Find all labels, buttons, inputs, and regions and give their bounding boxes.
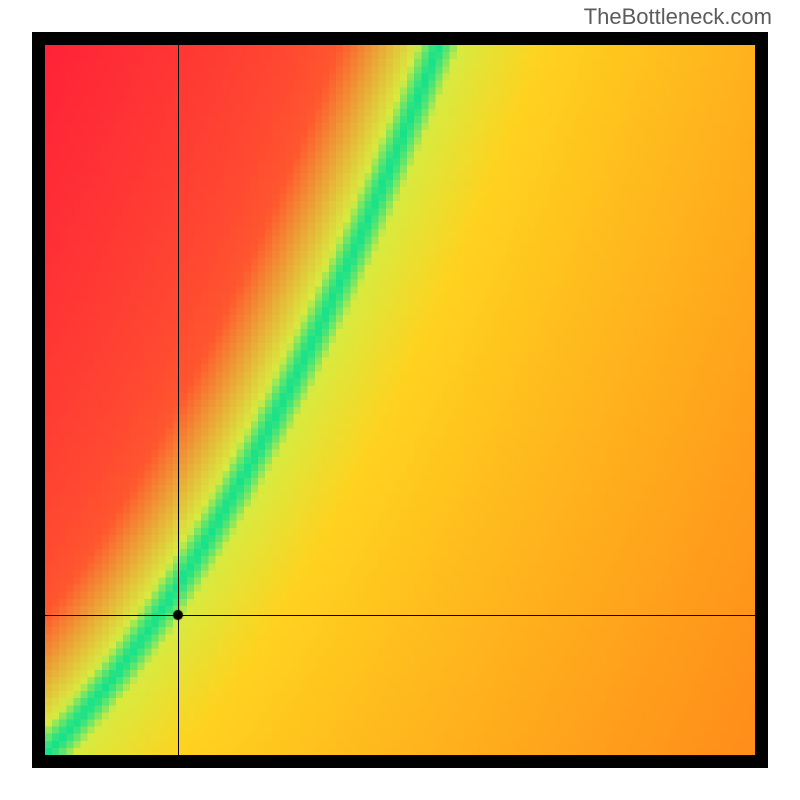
crosshair-horizontal <box>45 615 755 616</box>
crosshair-vertical <box>178 45 179 755</box>
bottleneck-heatmap <box>45 45 755 755</box>
crosshair-dot <box>172 609 184 621</box>
plot-black-frame <box>32 32 768 768</box>
watermark-text: TheBottleneck.com <box>584 4 772 30</box>
